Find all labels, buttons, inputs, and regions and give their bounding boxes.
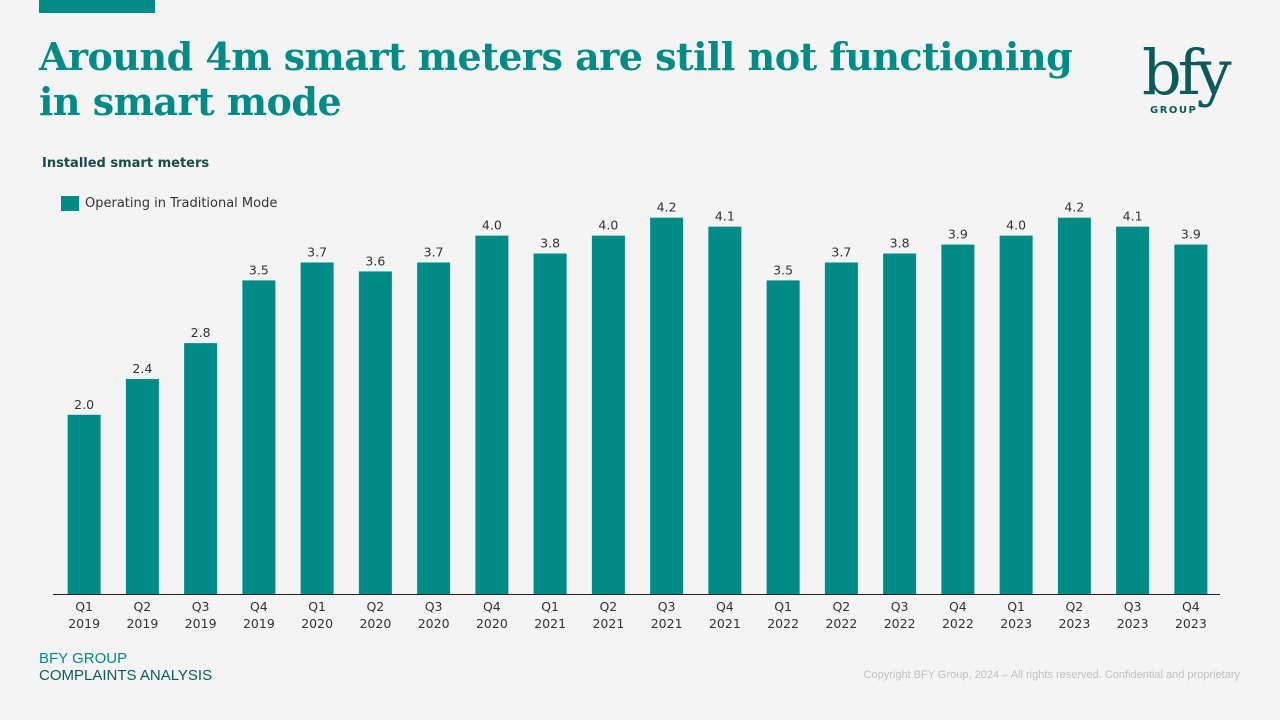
data-label: 3.9	[948, 227, 968, 242]
bar	[184, 343, 218, 594]
bar	[242, 280, 276, 594]
footer-report: COMPLAINTS ANALYSIS	[39, 667, 213, 684]
x-tick-label-quarter: Q1	[774, 599, 792, 614]
chart-legend: Operating in Traditional Mode	[61, 196, 277, 211]
x-tick-label-quarter: Q4	[716, 599, 734, 614]
bar	[300, 262, 334, 594]
x-tick-label-year: 2019	[126, 616, 158, 631]
data-label: 4.2	[1064, 200, 1084, 215]
bar	[67, 414, 101, 594]
x-tick-label-quarter: Q3	[658, 599, 676, 614]
x-tick-label-quarter: Q4	[1182, 599, 1200, 614]
x-tick-label-quarter: Q2	[366, 599, 384, 614]
data-label: 4.0	[482, 218, 502, 233]
x-tick-label-year: 2019	[185, 616, 217, 631]
x-tick-label-quarter: Q1	[1007, 599, 1025, 614]
copyright-notice: Copyright BFY Group, 2024 – All rights r…	[863, 669, 1240, 681]
bar	[533, 253, 567, 594]
bar	[591, 235, 625, 594]
x-tick-label-year: 2019	[68, 616, 100, 631]
x-tick-label-quarter: Q3	[192, 599, 210, 614]
bar	[1057, 217, 1091, 594]
x-tick-label-quarter: Q2	[599, 599, 617, 614]
bar	[417, 262, 451, 594]
x-tick-label-quarter: Q4	[250, 599, 268, 614]
x-tick-label-year: 2021	[651, 616, 683, 631]
x-tick-label-year: 2023	[1000, 616, 1032, 631]
legend-label: Operating in Traditional Mode	[85, 196, 278, 211]
accent-bar	[39, 0, 155, 13]
data-label: 4.1	[1123, 209, 1143, 224]
x-tick-label-year: 2022	[942, 616, 974, 631]
x-tick-label-year: 2020	[476, 616, 508, 631]
x-tick-label-quarter: Q1	[541, 599, 559, 614]
legend-swatch	[61, 196, 79, 211]
data-label: 4.2	[657, 200, 677, 215]
bar	[1174, 244, 1208, 594]
x-tick-label-year: 2023	[1175, 616, 1207, 631]
data-label: 4.0	[1006, 218, 1026, 233]
x-tick-label-quarter: Q2	[1065, 599, 1083, 614]
x-tick-label-quarter: Q4	[483, 599, 501, 614]
data-label: 3.6	[365, 253, 385, 268]
chart-subtitle: Installed smart meters	[42, 156, 210, 171]
x-tick-label-year: 2020	[359, 616, 391, 631]
x-tick-label-quarter: Q2	[133, 599, 151, 614]
data-label: 3.8	[540, 236, 560, 251]
data-label: 4.1	[715, 209, 735, 224]
x-tick-label-quarter: Q1	[308, 599, 326, 614]
bar	[883, 253, 917, 594]
logo-wordmark: bfy	[1142, 36, 1232, 109]
x-tick-label-year: 2022	[767, 616, 799, 631]
data-label: 4.0	[598, 218, 618, 233]
data-label: 3.7	[831, 244, 851, 259]
bar	[766, 280, 800, 594]
bfy-logo: bfy GROUP	[1142, 36, 1236, 116]
bar	[125, 378, 159, 594]
x-tick-label-year: 2022	[825, 616, 857, 631]
data-label: 3.7	[307, 244, 327, 259]
logo-subtext: GROUP	[1150, 105, 1197, 116]
footer-company: BFY GROUP	[39, 650, 128, 667]
bar	[708, 226, 742, 594]
bar	[999, 235, 1033, 594]
x-tick-label-quarter: Q4	[949, 599, 967, 614]
bar	[358, 271, 392, 594]
x-tick-label-year: 2021	[592, 616, 624, 631]
x-tick-label-quarter: Q1	[75, 599, 93, 614]
data-label: 3.7	[424, 244, 444, 259]
data-label: 3.5	[249, 262, 269, 277]
x-tick-label-quarter: Q3	[891, 599, 909, 614]
data-label: 3.9	[1181, 227, 1201, 242]
data-label: 3.8	[890, 236, 910, 251]
bar	[941, 244, 975, 594]
x-tick-label-year: 2019	[243, 616, 275, 631]
x-tick-label-year: 2021	[534, 616, 566, 631]
x-tick-label-year: 2022	[884, 616, 916, 631]
data-label: 2.4	[132, 361, 152, 376]
bar	[824, 262, 858, 594]
x-tick-label-year: 2020	[418, 616, 450, 631]
bar	[1116, 226, 1150, 594]
x-tick-label-year: 2021	[709, 616, 741, 631]
x-tick-label-year: 2020	[301, 616, 333, 631]
x-tick-label-year: 2023	[1058, 616, 1090, 631]
x-tick-label-quarter: Q3	[1124, 599, 1142, 614]
slide-title: Around 4m smart meters are still not fun…	[39, 34, 1073, 124]
data-label: 2.0	[74, 397, 94, 412]
data-label: 3.5	[773, 262, 793, 277]
x-tick-label-year: 2023	[1117, 616, 1149, 631]
x-tick-label-quarter: Q3	[425, 599, 443, 614]
x-tick-label-quarter: Q2	[832, 599, 850, 614]
bar	[475, 235, 509, 594]
bar	[650, 217, 684, 594]
data-label: 2.8	[191, 325, 211, 340]
